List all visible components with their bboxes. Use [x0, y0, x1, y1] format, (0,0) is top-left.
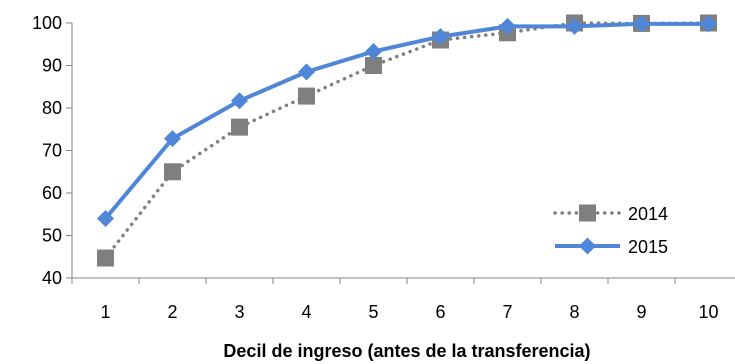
x-tick-label: 3 [234, 302, 244, 322]
x-axis-title: Decil de ingreso (antes de la transferen… [223, 341, 590, 361]
legend-marker-2014 [579, 204, 596, 222]
data-point-2015-1 [97, 210, 114, 227]
x-tick-label: 2 [167, 302, 177, 322]
series-2015 [97, 15, 717, 227]
y-tick-label: 100 [32, 13, 62, 33]
legend-marker-2015 [579, 237, 596, 255]
legend-label-2015: 2015 [628, 237, 668, 257]
x-tick-label: 9 [636, 302, 646, 322]
y-tick-label: 80 [42, 98, 62, 118]
series-layer [97, 14, 717, 267]
legend-label-2014: 2014 [628, 204, 668, 224]
x-tick-label: 4 [301, 302, 311, 322]
x-tick-label: 7 [502, 302, 512, 322]
y-tick-label: 60 [42, 183, 62, 203]
x-tick-label: 1 [100, 302, 110, 322]
x-tick-label: 10 [698, 302, 718, 322]
data-point-2015-6 [432, 28, 449, 46]
y-tick-label: 40 [42, 268, 62, 288]
data-point-2015-5 [365, 42, 382, 60]
data-point-2015-8 [566, 17, 583, 35]
y-tick-label: 70 [42, 141, 62, 161]
data-point-2014-5 [365, 57, 382, 74]
data-point-2015-4 [298, 63, 315, 81]
series-2014 [97, 14, 717, 267]
data-point-2015-10 [700, 15, 717, 33]
series-line-2015 [103, 21, 711, 221]
data-point-2015-2 [164, 130, 181, 148]
axes: 40 50 60 70 80 90 100 1 2 3 4 5 6 7 8 9 10 [32, 13, 735, 322]
data-point-2014-4 [298, 87, 315, 105]
data-point-2015-9 [633, 15, 650, 33]
legend: 2014 2015 [553, 204, 668, 257]
data-point-2014-3 [231, 118, 248, 136]
y-tick-label: 90 [42, 56, 62, 76]
x-tick-label: 6 [435, 302, 445, 322]
y-tick-label: 50 [42, 226, 62, 246]
series-line-2014 [103, 21, 711, 260]
data-point-2015-7 [499, 17, 516, 35]
data-point-2014-1 [97, 249, 114, 267]
x-tick-label: 5 [368, 302, 378, 322]
data-point-2014-2 [164, 163, 181, 181]
data-point-2015-3 [231, 92, 248, 110]
x-tick-label: 8 [569, 302, 579, 322]
